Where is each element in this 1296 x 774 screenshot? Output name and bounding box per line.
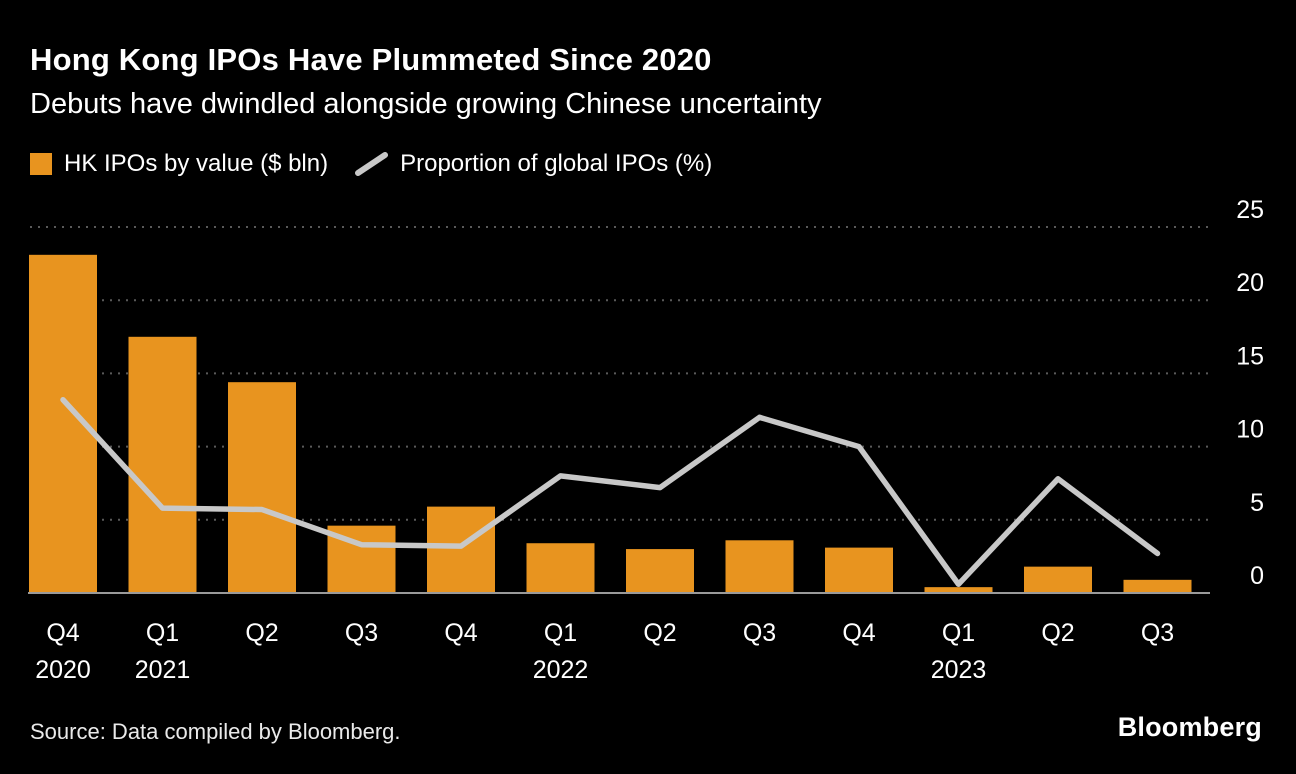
bar-Q3-7 (725, 540, 794, 593)
x-axis-quarter-label-10: Q2 (1041, 619, 1074, 647)
bar-Q2-6 (626, 549, 694, 593)
y-axis-tick-label-5: 5 (1250, 489, 1264, 517)
y-axis-tick-label-10: 10 (1236, 416, 1264, 444)
x-axis-quarter-label-3: Q3 (345, 619, 378, 647)
bar-Q3-11 (1123, 579, 1192, 593)
x-axis-quarter-label-11: Q3 (1141, 619, 1174, 647)
bar-Q1-5 (526, 543, 595, 593)
chart-title: Hong Kong IPOs Have Plummeted Since 2020 (30, 42, 712, 77)
y-axis-tick-label-15: 15 (1236, 342, 1264, 370)
y-axis-tick-label-0: 0 (1250, 562, 1264, 590)
x-axis-year-label-2021: 2021 (135, 656, 191, 684)
bar-Q1-9 (924, 587, 993, 593)
bar-Q4-8 (825, 547, 893, 593)
x-axis-year-label-2023: 2023 (931, 656, 987, 684)
bar-Q2-2 (228, 382, 296, 593)
x-axis-quarter-label-5: Q1 (544, 619, 577, 647)
x-axis-quarter-label-7: Q3 (743, 619, 776, 647)
bar-Q1-1 (128, 336, 197, 593)
line-legend-label: Proportion of global IPOs (%) (400, 150, 713, 177)
x-axis-quarter-label-9: Q1 (942, 619, 975, 647)
legend: HK IPOs by value ($ bln) Proportion of g… (30, 150, 712, 178)
bar-Q2-10 (1024, 566, 1092, 593)
bar-legend-swatch-icon (30, 153, 52, 175)
y-axis-tick-label-25: 25 (1236, 196, 1264, 224)
line-series (60, 397, 1161, 587)
bar-legend-label: HK IPOs by value ($ bln) (64, 150, 329, 177)
chart-subtitle: Debuts have dwindled alongside growing C… (30, 88, 822, 120)
bar-Q4-4 (427, 506, 495, 593)
line-legend-swatch-icon (354, 151, 390, 177)
x-axis-year-label-2022: 2022 (533, 656, 589, 684)
bloomberg-logo: Bloomberg (1117, 712, 1262, 742)
source-note: Source: Data compiled by Bloomberg. (30, 719, 401, 744)
x-axis-year-label-2020: 2020 (35, 656, 91, 684)
x-axis-quarter-label-6: Q2 (643, 619, 676, 647)
x-axis-quarter-label-0: Q4 (46, 619, 79, 647)
y-axis-tick-label-20: 20 (1236, 269, 1264, 297)
x-axis-quarter-label-2: Q2 (245, 619, 278, 647)
x-axis-quarter-label-1: Q1 (146, 619, 179, 647)
x-axis-quarter-label-4: Q4 (444, 619, 477, 647)
x-axis-quarter-label-8: Q4 (842, 619, 875, 647)
